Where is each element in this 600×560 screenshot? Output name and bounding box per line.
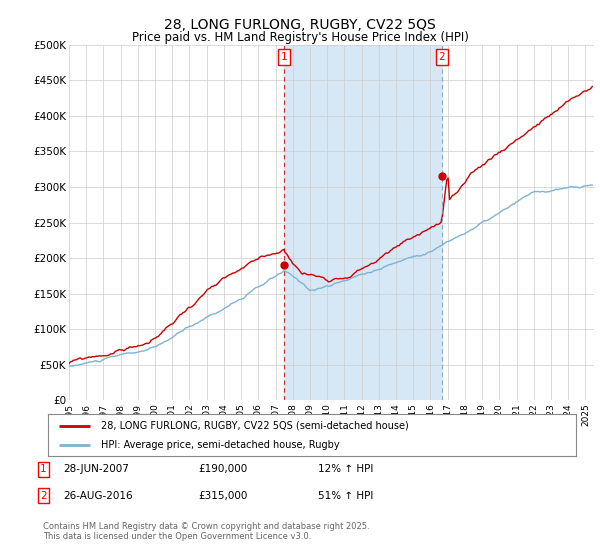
Text: 28, LONG FURLONG, RUGBY, CV22 5QS (semi-detached house): 28, LONG FURLONG, RUGBY, CV22 5QS (semi-… xyxy=(101,421,409,431)
Text: Price paid vs. HM Land Registry's House Price Index (HPI): Price paid vs. HM Land Registry's House … xyxy=(131,31,469,44)
Text: 2: 2 xyxy=(40,491,47,501)
Text: 1: 1 xyxy=(281,52,287,62)
Bar xyxy=(284,45,442,400)
Text: 28-JUN-2007: 28-JUN-2007 xyxy=(63,464,129,474)
Text: 12% ↑ HPI: 12% ↑ HPI xyxy=(318,464,373,474)
Text: 28, LONG FURLONG, RUGBY, CV22 5QS: 28, LONG FURLONG, RUGBY, CV22 5QS xyxy=(164,18,436,32)
Text: £190,000: £190,000 xyxy=(198,464,247,474)
Text: 1: 1 xyxy=(40,464,47,474)
Text: 51% ↑ HPI: 51% ↑ HPI xyxy=(318,491,373,501)
Text: HPI: Average price, semi-detached house, Rugby: HPI: Average price, semi-detached house,… xyxy=(101,440,340,450)
Text: 2: 2 xyxy=(439,52,445,62)
Text: Contains HM Land Registry data © Crown copyright and database right 2025.
This d: Contains HM Land Registry data © Crown c… xyxy=(43,522,370,542)
Text: 26-AUG-2016: 26-AUG-2016 xyxy=(63,491,133,501)
Text: £315,000: £315,000 xyxy=(198,491,247,501)
